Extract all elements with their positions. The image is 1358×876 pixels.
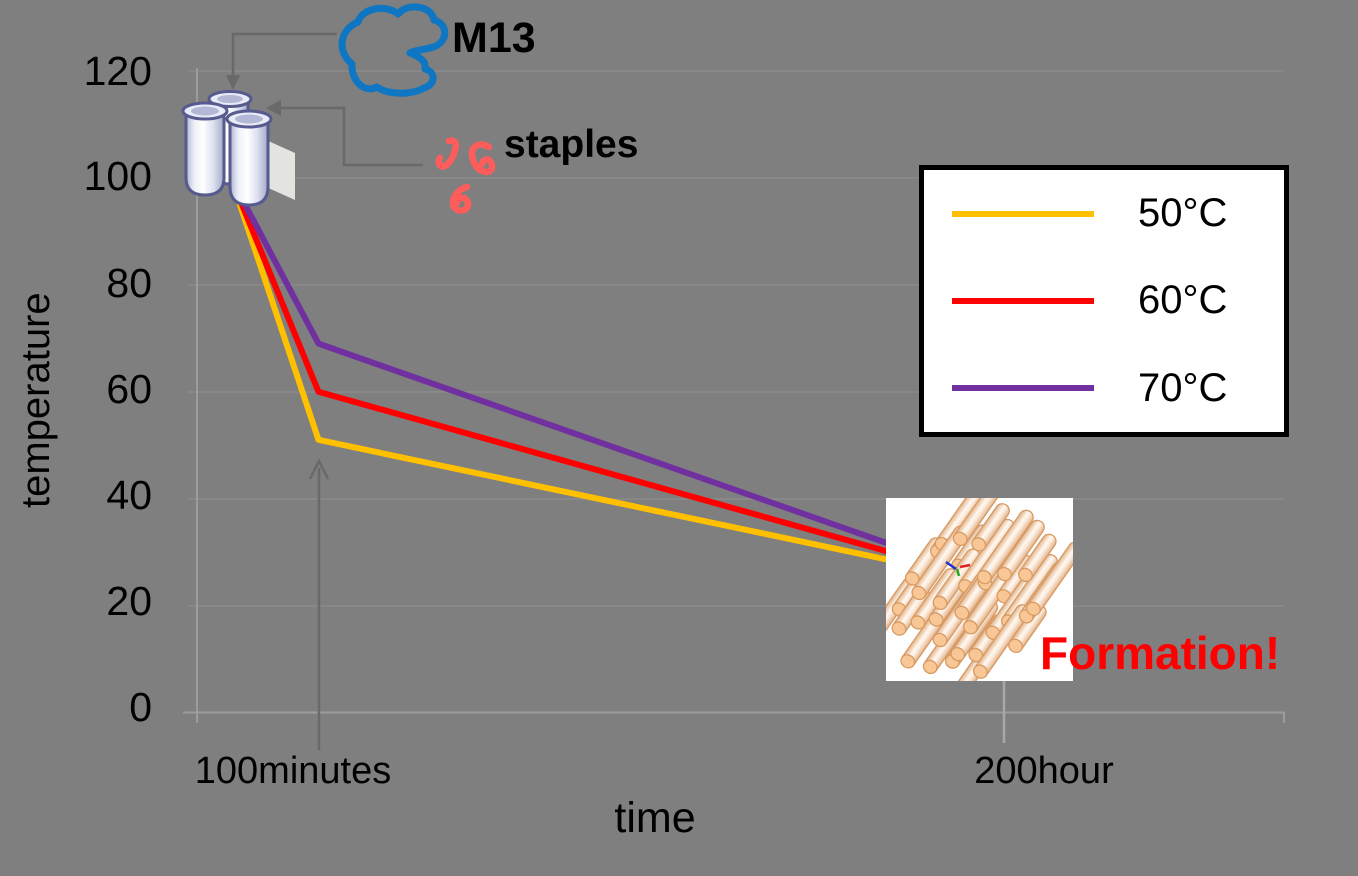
legend-item: 50°C <box>924 191 1284 236</box>
x-tick-label-200hour: 200hour <box>974 750 1114 792</box>
x-axis-line <box>183 711 1285 723</box>
nanorod-shape <box>1018 533 1057 583</box>
legend-label: 50°C <box>1138 191 1228 236</box>
formation-label: Formation! <box>1040 627 1281 679</box>
nanorod-shape <box>952 498 1001 547</box>
staples-squiggles-icon <box>435 137 496 214</box>
legend: 50°C 60°C 70°C <box>919 165 1289 437</box>
y-tick-label: 100 <box>83 153 152 199</box>
nanorod-shape <box>1008 604 1047 654</box>
m13-label: M13 <box>452 14 536 62</box>
x-axis-title: time <box>614 794 696 842</box>
test-tube <box>225 109 273 207</box>
legend-swatch-70c <box>952 385 1094 392</box>
legend-label: 60°C <box>1138 278 1228 323</box>
staples-label: staples <box>504 123 639 166</box>
y-tick-label: 0 <box>129 684 152 730</box>
nanorod-shape <box>976 509 1034 585</box>
legend-item: 60°C <box>924 278 1284 323</box>
gridlines <box>188 70 1284 607</box>
legend-swatch-50c <box>952 210 1094 217</box>
test-tubes-icon <box>181 90 295 207</box>
y-tick-label: 20 <box>106 578 152 624</box>
x-tick-label-100minutes: 100minutes <box>194 750 392 792</box>
nanorod-shape <box>1025 541 1073 616</box>
y-tick-label: 120 <box>83 48 152 94</box>
test-tube <box>181 101 229 197</box>
data-line-60c <box>228 176 1005 588</box>
y-tick-label: 60 <box>106 366 152 412</box>
legend-item: 70°C <box>924 366 1284 411</box>
m13-connector-arrow-icon <box>226 32 337 90</box>
y-tick-label: 40 <box>106 472 152 518</box>
nanorod-shape <box>973 604 1030 679</box>
legend-label: 70°C <box>1138 365 1228 410</box>
y-axis-title: temperature <box>14 292 58 508</box>
nanorod-shape <box>997 519 1045 582</box>
data-line-50c <box>228 176 1005 588</box>
series-lines <box>228 176 1005 588</box>
nanorod-bundle-image <box>886 498 1073 681</box>
nanorod-shape <box>971 503 1010 552</box>
staples-connector-arrow-icon <box>266 100 423 167</box>
axes-marker-icon <box>945 560 971 577</box>
up-arrow-icon <box>308 458 330 750</box>
data-line-70c <box>228 176 1005 588</box>
m13-blob-icon <box>338 3 449 97</box>
y-tick-label: 80 <box>106 260 152 306</box>
legend-swatch-60c <box>952 297 1094 304</box>
